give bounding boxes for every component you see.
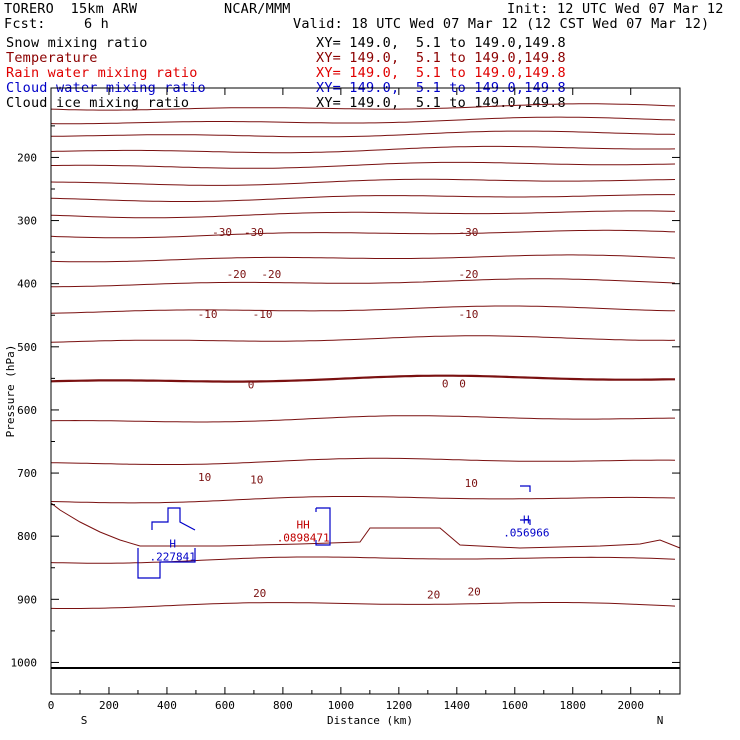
field-name-snow: Snow mixing ratio: [6, 35, 148, 51]
isotherm-line: [51, 161, 676, 169]
y-tick-label: 800: [17, 530, 37, 543]
field-xy-rain: XY= 149.0, 5.1 to 149.0,149.8: [316, 65, 566, 81]
field-xy-snow: XY= 149.0, 5.1 to 149.0,149.8: [316, 35, 566, 51]
isotherm-line: [51, 278, 676, 288]
x-tick-label: 1000: [328, 699, 355, 712]
init-time: Init: 12 UTC Wed 07 Mar 12: [507, 1, 724, 17]
isotherm-label: 10: [198, 471, 211, 484]
isotherm-line: [50, 502, 681, 549]
isotherm-label: -20: [261, 268, 281, 281]
isotherm-line: [50, 145, 676, 154]
field-xy-temperature: XY= 149.0, 5.1 to 149.0,149.8: [316, 50, 566, 66]
cloud-contours: [137, 485, 531, 579]
isotherm-label: -10: [253, 308, 273, 321]
field-name-rain: Rain water mixing ratio: [6, 65, 198, 81]
maximum-marker: HH: [297, 519, 310, 532]
y-tick-label: 700: [17, 467, 37, 480]
y-tick-label: 900: [17, 593, 37, 606]
forecast-label: Fcst:: [4, 16, 46, 32]
cloud-water-contour: [315, 507, 331, 546]
isotherm-line: [50, 130, 676, 138]
x-axis-ticks: 0 200 400 600 800 1000 1200 1400 1600 1800 2000: [48, 88, 661, 712]
isotherm-line: [50, 305, 676, 314]
plot-axes: 0 200 400 600 800 1000 1200 1400 1600 1800 2000 10…: [4, 87, 681, 727]
x-tick-label: 1400: [444, 699, 471, 712]
isotherm-line: [50, 374, 675, 383]
isotherm-label: 20: [427, 588, 440, 601]
y-tick-label: 300: [17, 215, 37, 228]
maximum-marker: H: [523, 514, 530, 527]
isotherm-label: -10: [198, 308, 218, 321]
center-name: NCAR/MMM: [224, 1, 291, 17]
valid-time: Valid: 18 UTC Wed 07 Mar 12 (12 CST Wed …: [293, 16, 710, 32]
field-xy-cloud-ice: XY= 149.0, 5.1 to 149.0,149.8: [316, 95, 566, 111]
y-axis-title: Pressure (hPa): [4, 345, 17, 438]
forecast-hour: 6 h: [84, 16, 109, 32]
maximum-marker: H: [169, 538, 176, 551]
maximum-value: .227841: [150, 551, 196, 564]
isotherm-line: [50, 457, 676, 465]
isotherm-label: 10: [250, 473, 263, 486]
isotherm-line: [50, 556, 676, 564]
y-tick-label: 200: [17, 151, 37, 164]
x-tick-label: 1800: [560, 699, 587, 712]
cloud-water-contour: [520, 485, 531, 525]
cloud-water-contour: [137, 507, 196, 579]
x-tick-label: 1200: [386, 699, 413, 712]
isotherm-label: 10: [465, 477, 478, 490]
isotherm-line: [50, 194, 675, 202]
isotherm-line: [50, 210, 676, 219]
isotherm-label: -10: [458, 308, 478, 321]
isotherm-line: [50, 335, 676, 343]
x-axis-title: Distance (km): [327, 714, 413, 727]
y-tick-label: 1000: [11, 656, 38, 669]
maximum-value: .0898471: [277, 532, 330, 545]
isotherm-label: 20: [468, 586, 481, 599]
north-label: N: [657, 714, 664, 727]
isotherm-label: -30: [458, 226, 478, 239]
x-tick-label: 2000: [617, 699, 644, 712]
y-tick-label: 500: [17, 341, 37, 354]
isotherm-label: -20: [227, 268, 247, 281]
x-tick-label: 200: [99, 699, 119, 712]
x-tick-label: 600: [215, 699, 235, 712]
x-tick-label: 0: [48, 699, 55, 712]
y-tick-label: 400: [17, 278, 37, 291]
maximum-value: .056966: [503, 527, 549, 540]
x-tick-label: 800: [273, 699, 293, 712]
field-name-cloud-ice: Cloud ice mixing ratio: [6, 95, 190, 111]
isotherm-label: 20: [253, 587, 266, 600]
isotherm-line: [50, 254, 676, 263]
y-tick-label: 600: [17, 404, 37, 417]
isotherm-line: [50, 602, 676, 609]
model-name: TORERO 15km ARW: [4, 1, 138, 17]
isotherm-label: -30: [244, 226, 264, 239]
isotherm-line: [50, 496, 676, 504]
isotherm-line: [50, 229, 676, 239]
isotherm-label: 0: [459, 377, 466, 390]
isotherm-line: [50, 103, 676, 111]
x-tick-label: 1600: [502, 699, 529, 712]
isotherm-line: [50, 116, 676, 125]
south-label: S: [81, 714, 88, 727]
isotherm-label: -30: [212, 226, 232, 239]
isotherm-line: [50, 178, 676, 186]
isotherm-contours: [50, 103, 681, 669]
field-name-temperature: Temperature: [6, 50, 98, 66]
isotherm-label: -20: [458, 268, 478, 281]
x-tick-label: 400: [157, 699, 177, 712]
isotherm-label: 0: [248, 379, 255, 392]
header-block: TORERO 15km ARW NCAR/MMM Init: 12 UTC We…: [0, 0, 740, 112]
plot-frame: [50, 87, 681, 695]
isotherm-label: 0: [442, 377, 449, 390]
isotherm-line: [50, 415, 675, 423]
